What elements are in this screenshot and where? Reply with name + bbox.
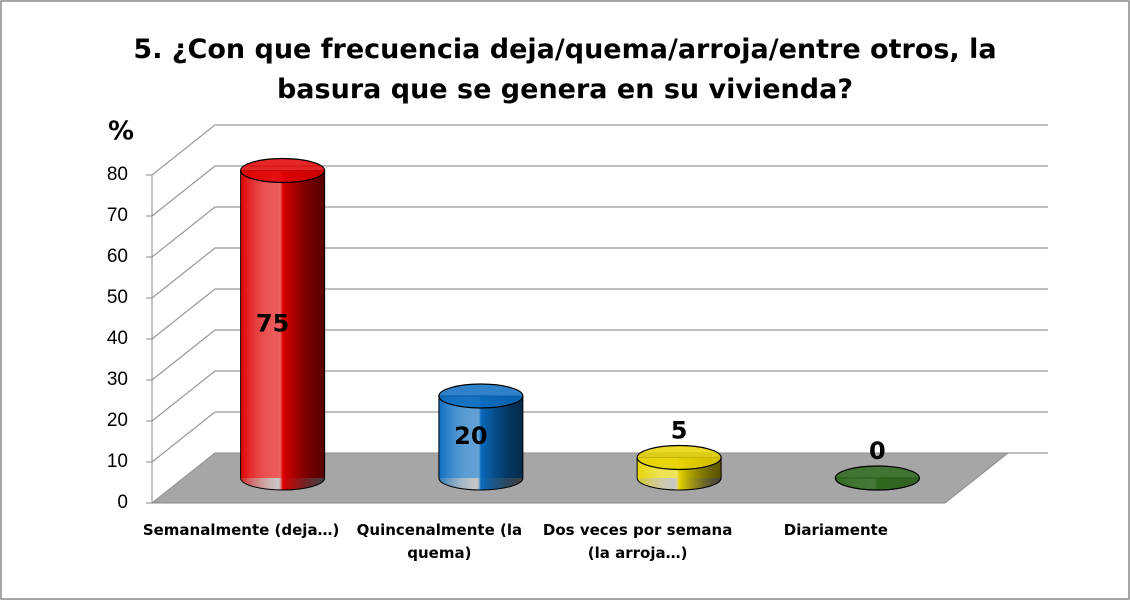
- y-tick-label: 50: [107, 287, 128, 308]
- x-tick-label: Dos veces por semana (la arroja…): [542, 521, 733, 562]
- y-tick-label: 0: [117, 492, 128, 513]
- bar-top: [636, 444, 722, 471]
- grid-line: [151, 165, 1048, 217]
- y-tick-label: 40: [107, 328, 128, 349]
- value-label: 5: [671, 417, 688, 445]
- value-label: 75: [256, 309, 289, 337]
- bar-top: [240, 157, 326, 184]
- grid-line: [151, 247, 1048, 299]
- y-tick-label: 20: [107, 410, 128, 431]
- grid-line: [151, 288, 1048, 340]
- grid-line: [151, 411, 1048, 463]
- y-tick-label: 80: [107, 164, 128, 185]
- y-tick-label: 10: [107, 451, 128, 472]
- bar: [240, 157, 326, 491]
- grid-line: [151, 452, 1048, 504]
- grid-line: [151, 124, 1048, 176]
- y-axis-label: %: [108, 117, 134, 147]
- x-tick-label: Semanalmente (deja…): [142, 521, 340, 539]
- y-tick-label: 60: [107, 246, 128, 267]
- value-label: 0: [869, 437, 886, 465]
- bar-top: [438, 383, 524, 409]
- y-tick-label: 30: [107, 369, 128, 390]
- grid-line: [151, 370, 1048, 422]
- value-label: 20: [454, 422, 487, 450]
- bar-body: [240, 170, 326, 491]
- chart-title: 5. ¿Con que frecuencia deja/quema/arroja…: [133, 34, 997, 105]
- x-tick-label: Diariamente: [783, 521, 888, 539]
- x-tick-label: Quincenalmente (la quema): [356, 521, 523, 562]
- floor: [152, 453, 1008, 503]
- bar: [438, 383, 524, 491]
- floor-edge: [944, 452, 1009, 504]
- y-tick-label: 70: [107, 205, 128, 226]
- grid-line: [151, 329, 1048, 381]
- bar-top: [834, 465, 920, 491]
- bar: [834, 465, 920, 491]
- bar: [636, 444, 722, 491]
- grid-line: [151, 206, 1048, 258]
- bar-body: [438, 395, 524, 491]
